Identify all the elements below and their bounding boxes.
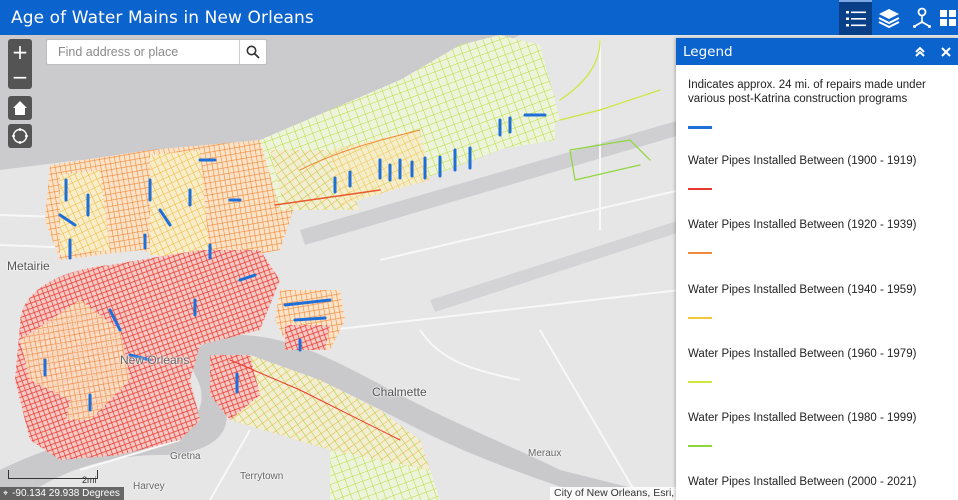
legend-item-label: Water Pipes Installed Between (1900 - 19… bbox=[688, 155, 917, 167]
apps-tool-button[interactable] bbox=[938, 0, 958, 35]
legend-item: Water Pipes Installed Between (2000 - 20… bbox=[688, 475, 946, 500]
zoom-in-button[interactable]: + bbox=[11, 39, 29, 64]
legend-title: Legend bbox=[683, 43, 733, 60]
place-label-meraux: Meraux bbox=[528, 448, 562, 459]
place-label-terrytown: Terrytown bbox=[240, 471, 284, 482]
legend-item: Water Pipes Installed Between (1960 - 19… bbox=[688, 347, 946, 411]
place-label-metairie: Metairie bbox=[7, 259, 50, 273]
scale-label: 2mi bbox=[82, 475, 97, 485]
legend-swatch-repairs bbox=[688, 126, 712, 129]
legend-swatch-1920-1939 bbox=[688, 252, 712, 255]
place-label-chalmette: Chalmette bbox=[372, 385, 427, 399]
legend-collapse-button[interactable] bbox=[910, 38, 930, 65]
zoom-control: + − bbox=[8, 39, 32, 89]
header-toolbar bbox=[839, 0, 958, 35]
legend-item-label: Water Pipes Installed Between (1980 - 19… bbox=[688, 412, 917, 425]
legend-list-icon bbox=[845, 10, 866, 26]
legend-swatch-1900-1919 bbox=[688, 188, 712, 190]
layers-icon bbox=[878, 8, 899, 28]
place-label-harvey: Harvey bbox=[133, 481, 165, 492]
legend-close-button[interactable] bbox=[936, 38, 956, 65]
search-button[interactable] bbox=[239, 40, 266, 64]
legend-item-label: Water Pipes Installed Between (2000 - 20… bbox=[688, 476, 917, 489]
locate-button[interactable] bbox=[8, 124, 32, 148]
locate-crosshair-icon bbox=[12, 128, 28, 144]
search-input[interactable] bbox=[47, 40, 239, 64]
coordinate-display[interactable]: ⌖ -90.134 29.938 Degrees bbox=[0, 487, 124, 500]
legend-item-label: Water Pipes Installed Between (1960 - 19… bbox=[688, 347, 917, 360]
layers-tool-button[interactable] bbox=[872, 0, 905, 35]
home-button[interactable] bbox=[8, 96, 32, 120]
legend-item-label: Water Pipes Installed Between (1940 - 19… bbox=[688, 283, 917, 296]
place-label-gretna: Gretna bbox=[170, 451, 201, 462]
double-chevron-up-icon bbox=[915, 46, 925, 57]
search-icon bbox=[246, 45, 260, 59]
home-icon bbox=[13, 101, 27, 115]
share-tool-button[interactable] bbox=[905, 0, 938, 35]
legend-item: Water Pipes Installed Between (1900 - 19… bbox=[688, 154, 946, 218]
legend-item: Indicates approx. 24 mi. of repairs made… bbox=[688, 78, 946, 154]
map-attribution: City of New Orleans, Esri, bbox=[550, 487, 679, 500]
legend-item-label: Water Pipes Installed Between (1920 - 19… bbox=[688, 219, 917, 232]
legend-swatch-1940-1959 bbox=[688, 316, 712, 319]
legend-swatch-1980-1999 bbox=[688, 445, 712, 448]
app-header: Age of Water Mains in New Orleans bbox=[0, 0, 958, 35]
legend-panel: Legend Indicates approx. 24 mi. of repai… bbox=[676, 38, 958, 500]
legend-header: Legend bbox=[676, 38, 958, 65]
scale-bar bbox=[8, 470, 98, 479]
close-icon bbox=[941, 46, 951, 57]
search-box bbox=[46, 39, 267, 65]
legend-item: Water Pipes Installed Between (1940 - 19… bbox=[688, 283, 946, 347]
legend-item: Water Pipes Installed Between (1920 - 19… bbox=[688, 218, 946, 282]
coordinate-text: -90.134 29.938 Degrees bbox=[12, 488, 120, 499]
grid-apps-icon bbox=[940, 9, 956, 26]
place-label-new-orleans: New Orleans bbox=[120, 353, 190, 367]
legend-swatch-1960-1979 bbox=[688, 380, 712, 383]
legend-tool-button[interactable] bbox=[839, 0, 872, 35]
share-network-icon bbox=[912, 7, 931, 28]
zoom-out-button[interactable]: − bbox=[11, 64, 29, 89]
crosshair-icon: ⌖ bbox=[3, 488, 9, 498]
legend-item: Water Pipes Installed Between (1980 - 19… bbox=[688, 411, 946, 475]
legend-body: Indicates approx. 24 mi. of repairs made… bbox=[676, 65, 958, 500]
app-title: Age of Water Mains in New Orleans bbox=[11, 7, 314, 28]
legend-item-label: Indicates approx. 24 mi. of repairs made… bbox=[688, 79, 926, 105]
